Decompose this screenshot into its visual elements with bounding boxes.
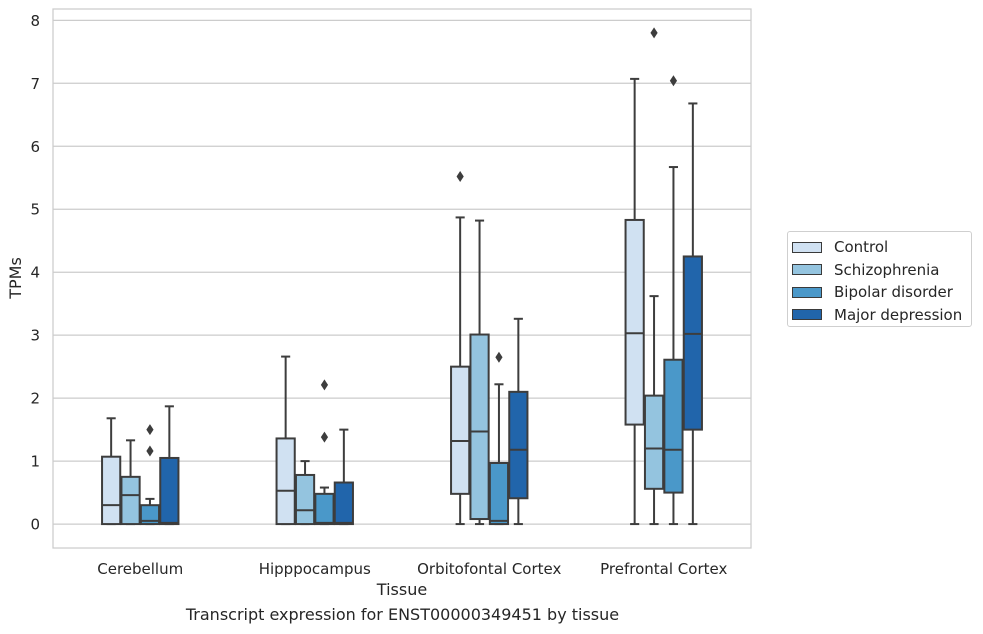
outlier-point — [320, 431, 329, 443]
box-3-0 — [624, 77, 645, 526]
x-tick-labels: Cerebellum Hipppocampus Orbitofontal Corte… — [97, 560, 727, 578]
box-2-1 — [469, 219, 490, 526]
box-body — [624, 218, 645, 426]
legend-item: Control — [792, 236, 971, 259]
y-tick-label: 3 — [30, 327, 40, 345]
box-body — [275, 437, 296, 526]
box-body — [159, 456, 180, 526]
box-1-0 — [275, 355, 296, 526]
box-1-3 — [333, 428, 354, 526]
legend-swatch — [792, 264, 822, 276]
box-2-3 — [508, 317, 529, 526]
box-body — [488, 461, 510, 526]
legend-item: Schizophrenia — [792, 259, 971, 282]
boxes — [101, 27, 703, 526]
y-tick-label: 2 — [30, 390, 40, 408]
box-body — [333, 481, 354, 526]
legend-swatch — [792, 309, 822, 321]
legend-item: Bipolar disorder — [792, 281, 971, 304]
outlier-point — [669, 75, 678, 87]
y-tick-labels: 0 1 2 3 4 5 6 7 8 — [30, 12, 40, 534]
x-axis-label: Tissue — [376, 580, 427, 599]
legend: Control Schizophrenia Bipolar disorder Majo… — [787, 231, 972, 327]
box-0-3 — [159, 405, 180, 526]
y-tick-label: 5 — [30, 201, 40, 219]
chart-caption: Transcript expression for ENST0000034945… — [185, 605, 620, 624]
box-1-1 — [294, 460, 316, 526]
box-0-2 — [139, 424, 161, 526]
box-2-0 — [450, 170, 471, 526]
outlier-point — [495, 351, 503, 363]
legend-swatch — [792, 241, 822, 253]
outlier-point — [146, 424, 154, 436]
y-axis-label: TPMs — [6, 257, 25, 300]
box-3-2 — [663, 75, 684, 526]
box-body — [120, 475, 141, 526]
box-0-0 — [101, 417, 122, 526]
box-body — [294, 473, 316, 526]
box-3-3 — [682, 102, 703, 526]
box-body — [469, 333, 490, 521]
box-body — [643, 394, 665, 490]
x-tick-label: Cerebellum — [97, 560, 183, 578]
box-0-1 — [120, 439, 141, 526]
box-body — [314, 492, 335, 526]
box-body — [663, 358, 684, 494]
y-tick-label: 6 — [30, 138, 40, 156]
legend-label: Schizophrenia — [834, 260, 940, 279]
y-tick-label: 0 — [30, 516, 40, 534]
box-body — [682, 255, 703, 431]
y-tick-label: 4 — [30, 264, 40, 282]
legend-label: Major depression — [834, 305, 963, 324]
y-tick-label: 8 — [30, 12, 40, 30]
box-3-1 — [643, 27, 665, 526]
outlier-point — [320, 379, 329, 391]
box-body — [101, 455, 122, 526]
box-body — [139, 504, 161, 526]
outlier-point — [650, 27, 658, 39]
legend-item: Major depression — [792, 304, 971, 327]
y-tick-label: 1 — [30, 453, 40, 471]
plot-frame — [52, 8, 752, 549]
x-tick-label: Hipppocampus — [259, 560, 371, 578]
x-tick-label: Prefrontal Cortex — [600, 560, 727, 578]
y-tick-label: 7 — [30, 75, 40, 93]
box-2-2 — [488, 351, 510, 526]
x-tick-label: Orbitofontal Cortex — [417, 560, 561, 578]
outlier-point — [456, 170, 464, 182]
box-1-2 — [314, 379, 335, 526]
outlier-point — [146, 445, 154, 457]
legend-swatch — [792, 286, 822, 298]
box-body — [508, 390, 529, 500]
box-body — [450, 365, 471, 495]
legend-label: Bipolar disorder — [834, 283, 953, 302]
legend-label: Control — [834, 238, 889, 257]
